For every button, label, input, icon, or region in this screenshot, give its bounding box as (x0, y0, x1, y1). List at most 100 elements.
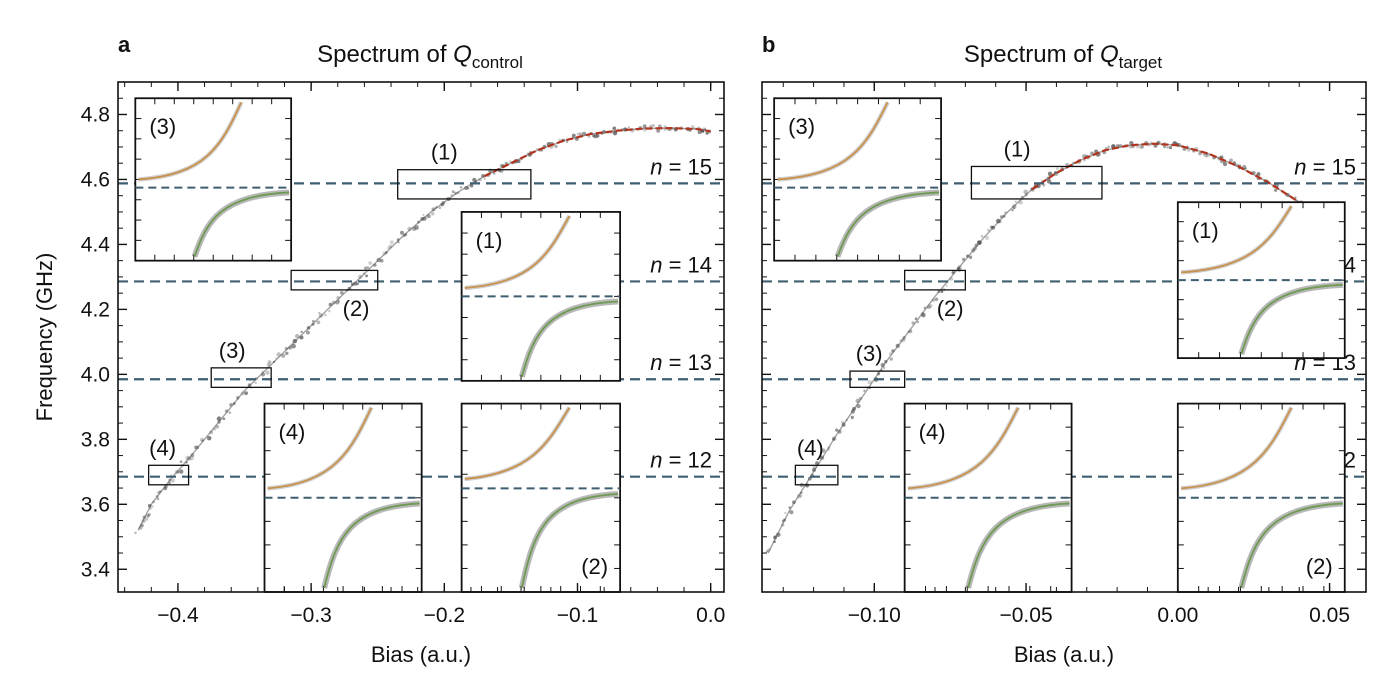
inset-label: (4) (279, 420, 306, 445)
x-tick-label: −0.3 (290, 604, 331, 627)
spectrum-point (627, 126, 630, 129)
spectrum-point (934, 297, 939, 302)
spectrum-point (984, 235, 990, 241)
spectrum-point (414, 225, 419, 230)
spectrum-point (558, 138, 561, 142)
panel-b-frame (761, 81, 1367, 593)
spectrum-point (1222, 161, 1228, 167)
zoom-box (970, 165, 1103, 200)
spectrum-point (316, 320, 321, 325)
zoom-box (290, 269, 379, 291)
inset-panel: (1) (460, 211, 622, 382)
zoom-box (147, 464, 190, 486)
spectrum-point (324, 313, 327, 317)
spectrum-point (294, 333, 300, 339)
spectrum-point (1107, 145, 1111, 148)
inset-label: (1) (476, 228, 503, 253)
spectrum-point (656, 128, 661, 133)
spectrum-point (595, 133, 600, 138)
spectrum-point (1229, 158, 1233, 163)
spectrum-point (916, 320, 920, 324)
spectrum-point (267, 360, 272, 364)
resonance-label-n12: n = 12 (650, 448, 712, 473)
spectrum-point (587, 135, 591, 139)
inset-label: (2) (1306, 554, 1333, 579)
panel-a-ticks: −0.4 −0.3 −0.2 −0.1 0.0 3.4 3.6 3.8 4.0 4.2 4.4 4.6… (81, 81, 725, 627)
spectrum-point (179, 469, 184, 474)
spectrum-point (328, 310, 331, 313)
zoom-box-label: (2) (343, 296, 370, 321)
spectrum-point (145, 517, 149, 521)
y-tick-label: 3.6 (81, 493, 110, 516)
spectrum-point (945, 284, 948, 287)
spectrum-point (940, 290, 944, 293)
inset-panel: (2) (460, 402, 622, 593)
spectrum-point (651, 123, 655, 128)
inset-fit-upper (907, 407, 1019, 490)
inset-fit-upper (777, 101, 889, 181)
spectrum-point (1202, 153, 1205, 156)
spectrum-point (1274, 188, 1278, 192)
spectrum-point (438, 206, 442, 210)
zoom-box-label: (3) (219, 338, 246, 363)
inset-label: (4) (919, 420, 946, 445)
spectrum-point (387, 246, 390, 250)
inset-label: (1) (1192, 218, 1219, 243)
spectrum-point (612, 131, 618, 136)
inset-fit-lower (1240, 502, 1343, 589)
spectrum-point (821, 448, 826, 453)
inset-fit-upper (464, 215, 571, 289)
zoom-box-label: (4) (797, 435, 824, 460)
panel-b: b Spectrum of Qtarget n = 15n = 14n = 13… (761, 32, 1367, 667)
spectrum-point (228, 411, 232, 415)
spectrum-point (789, 510, 794, 515)
inset-label: (3) (788, 114, 815, 139)
inset-fit-lower (323, 502, 420, 589)
panel-a-xlabel: Bias (a.u.) (371, 642, 471, 667)
spectrum-point (356, 282, 359, 286)
spectrum-point (882, 366, 886, 370)
spectrum-point (363, 266, 368, 270)
spectrum-point (244, 391, 248, 395)
spectrum-point (300, 330, 303, 334)
inset-fit-lower (520, 493, 619, 589)
spectrum-point (649, 124, 653, 128)
x-tick-label: −0.2 (424, 604, 465, 627)
spectrum-point (690, 124, 695, 129)
x-tick-label: 0.05 (1309, 604, 1350, 627)
spectrum-point (705, 131, 709, 135)
spectrum-point (914, 317, 918, 321)
spectrum-point (179, 460, 183, 464)
spectrum-point (1256, 172, 1261, 177)
inset-fit-lower (836, 191, 940, 257)
y-tick-label: 4.2 (81, 298, 110, 321)
inset-frame (134, 97, 293, 262)
zoom-box (397, 169, 532, 200)
inset-fit-lower (520, 300, 619, 378)
inset-panel: (1) (1176, 201, 1346, 360)
spectrum-point (835, 428, 839, 432)
spectrum-point (379, 259, 384, 263)
panel-a-plot-area (118, 123, 724, 535)
spectrum-point (657, 124, 662, 129)
spectrum-point (366, 266, 370, 269)
y-tick-label: 3.4 (81, 558, 111, 581)
panel-a-title: Spectrum of Qcontrol (317, 41, 523, 72)
panel-b-xlabel: Bias (a.u.) (1014, 642, 1114, 667)
y-tick-label: 4.6 (81, 168, 110, 191)
spectrum-point (1013, 207, 1015, 210)
zoom-box (210, 367, 272, 389)
spectrum-point (451, 190, 455, 194)
spectrum-point (483, 177, 486, 180)
spectrum-point (389, 240, 394, 245)
spectrum-point (368, 261, 373, 265)
spectrum-point (571, 133, 576, 138)
spectrum-point (1163, 145, 1167, 149)
spectrum-point (459, 186, 463, 189)
spectrum-point (1139, 144, 1144, 150)
spectrum-point (318, 311, 321, 315)
inset-fit-upper (138, 101, 243, 181)
spectrum-point (151, 505, 154, 508)
spectrum-point (222, 417, 226, 421)
